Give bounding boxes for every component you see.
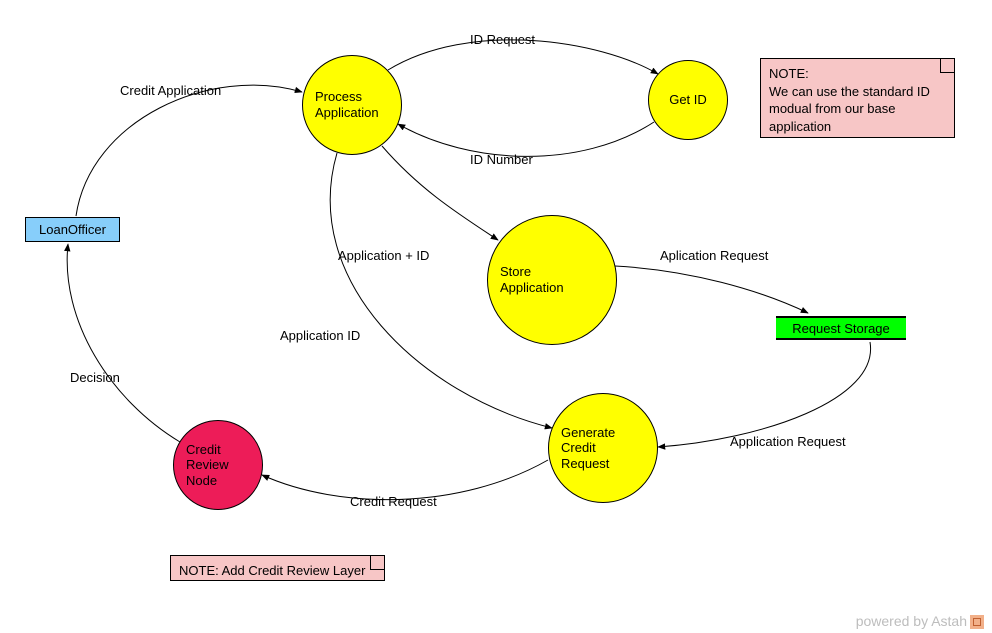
note-id-module-line-0: NOTE: bbox=[769, 65, 946, 83]
label-aplication-request-out: Aplication Request bbox=[660, 248, 768, 263]
node-process-application-label: ProcessApplication bbox=[315, 89, 379, 120]
node-store-application-label: StoreApplication bbox=[500, 264, 564, 295]
node-loan-officer: LoanOfficer bbox=[25, 217, 120, 242]
edge-decision bbox=[67, 244, 180, 442]
note-id-module-line-3: application bbox=[769, 118, 946, 136]
label-credit-request: Credit Request bbox=[350, 494, 437, 509]
node-generate-credit-request: GenerateCreditRequest bbox=[548, 393, 658, 503]
label-id-number: ID Number bbox=[470, 152, 533, 167]
note-fold-icon bbox=[940, 59, 954, 73]
node-store-application: StoreApplication bbox=[487, 215, 617, 345]
node-process-application: ProcessApplication bbox=[302, 55, 402, 155]
watermark: powered by Astah bbox=[856, 613, 984, 629]
label-credit-application: Credit Application bbox=[120, 83, 221, 98]
node-request-storage: Request Storage bbox=[776, 316, 906, 340]
label-application-request-back: Application Request bbox=[730, 434, 846, 449]
note-credit-layer: NOTE: Add Credit Review Layer bbox=[170, 555, 385, 581]
node-generate-credit-request-label: GenerateCreditRequest bbox=[561, 425, 615, 472]
node-credit-review: CreditReviewNode bbox=[173, 420, 263, 510]
node-get-id-label: Get ID bbox=[669, 92, 707, 108]
note-id-module-line-2: modual from our base bbox=[769, 100, 946, 118]
note-credit-layer-text: NOTE: Add Credit Review Layer bbox=[179, 563, 365, 578]
node-loan-officer-label: LoanOfficer bbox=[39, 222, 106, 237]
astah-logo-icon bbox=[970, 615, 984, 629]
edge-aplication-request-out bbox=[615, 266, 808, 313]
note-id-module: NOTE: We can use the standard ID modual … bbox=[760, 58, 955, 138]
node-request-storage-label: Request Storage bbox=[792, 321, 890, 336]
label-application-plus-id: Application + ID bbox=[338, 248, 429, 263]
note-fold-icon bbox=[370, 556, 384, 570]
node-get-id: Get ID bbox=[648, 60, 728, 140]
watermark-text: powered by Astah bbox=[856, 613, 967, 629]
edge-application-request-back bbox=[658, 342, 871, 447]
label-application-id: Application ID bbox=[280, 328, 360, 343]
node-credit-review-label: CreditReviewNode bbox=[186, 442, 229, 489]
note-id-module-line-1: We can use the standard ID bbox=[769, 83, 946, 101]
label-id-request: ID Request bbox=[470, 32, 535, 47]
edge-credit-application bbox=[76, 85, 302, 216]
label-decision: Decision bbox=[70, 370, 120, 385]
